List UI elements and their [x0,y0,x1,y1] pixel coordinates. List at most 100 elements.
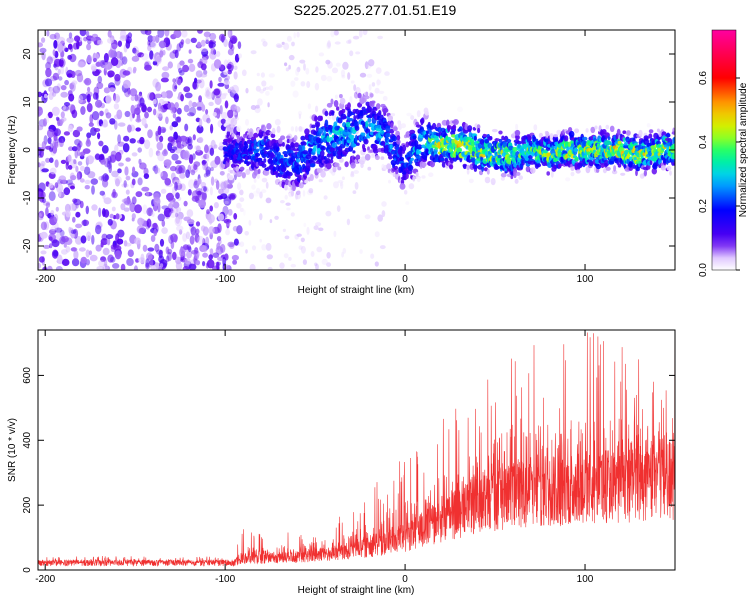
spectrogram-cell [68,104,76,111]
spectrogram-cell [157,102,162,112]
spectrogram-cell [166,38,170,46]
spectrogram-cell [201,104,206,112]
spectrogram-cell [108,49,115,58]
spectrogram-cell [99,59,107,69]
spectrogram-cell [339,97,346,105]
spectrogram-cell [146,207,154,217]
spectrogram-cell [169,210,177,218]
spectrogram-cell [330,98,334,105]
spectrogram-cell [105,94,112,105]
spectrogram-cell [206,152,210,162]
spectrogram-cell [92,92,99,100]
spectrogram-cell [49,56,57,61]
spectrogram-cell [341,115,348,120]
spectrogram-cell [318,52,325,57]
spectrogram-cell [286,35,292,42]
spectrogram-cell [275,146,280,152]
spectrogram-cell [57,43,64,53]
spectrogram-cell [46,56,53,65]
spectrogram-cell [40,231,48,239]
spectrogram-cell [77,150,81,157]
spectrogram-y-tick-label: 0 [22,147,33,153]
spectrogram-cell [168,234,174,244]
spectrogram-cell [298,182,304,189]
spectrogram-cell [45,115,50,123]
spectrogram-cell [108,87,116,93]
spectrogram-cell [412,175,416,182]
spectrogram-cell [341,108,346,114]
spectrogram-cell [665,133,671,138]
spectrogram-cell [234,53,240,63]
spectrogram-cell [154,167,161,174]
spectrogram-cell [68,146,74,151]
spectrogram-cell [101,175,105,182]
spectrogram-cell [214,96,222,105]
spectrogram-cell [244,231,249,236]
spectrogram-cell [38,124,44,131]
spectrogram-cell [359,160,365,165]
spectrogram-cell [177,62,181,71]
spectrogram-cell [471,157,477,164]
spectrogram-cell [69,82,75,90]
spectrogram-cell [38,146,42,156]
spectrogram-cell [159,238,165,247]
spectrogram-cell [212,252,220,258]
spectrogram-cell [205,91,214,100]
spectrogram-cell [219,171,225,176]
spectrogram-cell [213,202,219,209]
spectrogram-cell [120,263,126,270]
spectrogram-cell [54,182,59,189]
spectrogram-cell [288,149,294,154]
spectrogram-cell [47,55,53,63]
spectrogram-cell [377,116,381,121]
spectrogram-cell [337,166,342,171]
spectrogram-cell [556,129,562,135]
spectrogram-cell [167,251,172,262]
spectrogram-cell [335,62,341,67]
spectrogram-cell [229,123,234,128]
spectrogram-cell [227,30,231,38]
spectrogram-cell [338,140,342,145]
spectrogram-cell [174,102,179,109]
spectrogram-cell [311,124,316,129]
spectrogram-cell [135,191,143,198]
spectrogram-cell [268,73,275,78]
spectrogram-cell [58,76,63,81]
spectrogram-cell [416,144,423,150]
spectrogram-cell [148,147,154,158]
spectrogram-cell [86,155,94,165]
spectrogram-cell [206,117,211,124]
spectrogram-cell [90,37,97,42]
spectrogram-cell [95,99,103,108]
spectrogram-cell [124,242,132,247]
spectrogram-cell [38,106,43,116]
spectrogram-cell [71,258,80,267]
spectrogram-cell [349,110,353,117]
spectrogram-cell [227,109,234,119]
spectrogram-cell [259,134,263,139]
spectrogram-cell [489,136,493,140]
spectrogram-cell [259,191,263,199]
spectrogram-cell [370,153,376,158]
spectrogram-cell [306,226,310,235]
spectrogram-cell [85,139,92,147]
spectrogram-cell [476,124,481,130]
spectrogram-cell [73,159,77,165]
spectrogram-cell [261,163,267,168]
spectrogram-cell [120,203,126,211]
spectrogram-cell [110,150,117,157]
spectrogram-cell [76,126,83,132]
spectrogram-cell [628,161,634,168]
spectrogram-cell [137,52,145,58]
spectrogram-cell [156,113,161,119]
spectrogram-cell [139,97,145,107]
spectrogram-cell [41,37,46,43]
spectrogram-cell [79,30,87,37]
spectrogram-cell [296,66,301,73]
spectrogram-cell [275,170,279,178]
spectrogram-cell [201,48,209,57]
spectrogram-cell [71,109,78,119]
spectrogram-cell [272,166,277,172]
spectrogram-cell [176,167,185,174]
spectrogram-cell [265,197,272,204]
